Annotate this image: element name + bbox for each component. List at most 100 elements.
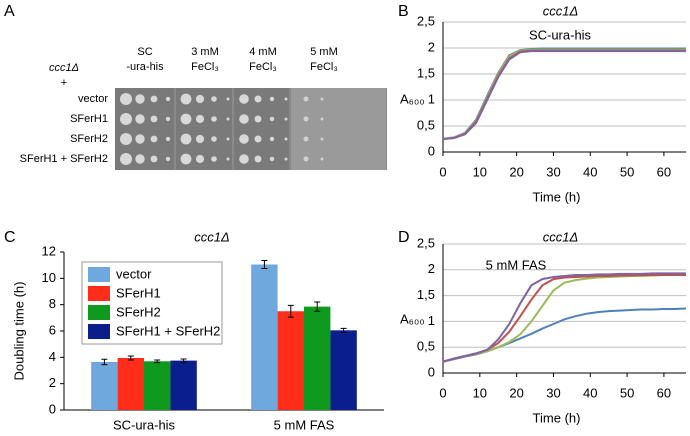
x-tick-label: 40 (583, 385, 597, 400)
yeast-spot (284, 137, 288, 141)
annotation: 5 mM FAS (486, 257, 547, 272)
x-tick-label: 10 (473, 385, 487, 400)
y-axis-label: Doubling time (h) (11, 282, 26, 381)
yeast-spot (269, 156, 275, 162)
yeast-spot (303, 96, 309, 102)
panel-label: B (398, 3, 409, 20)
yeast-spot (284, 157, 288, 161)
yeast-spot (180, 113, 192, 125)
yeast-spot (135, 94, 145, 104)
error-bar (314, 301, 321, 312)
y-tick-label: 0,5 (417, 339, 435, 354)
yeast-spot (226, 97, 230, 101)
yeast-spot (211, 116, 217, 122)
error-bar (261, 260, 268, 269)
yeast-spot (211, 136, 217, 142)
yeast-spot (269, 136, 275, 142)
y-tick-label: 6 (49, 322, 56, 337)
yeast-spot (239, 154, 249, 164)
x-tick-label: 20 (509, 385, 523, 400)
yeast-spot (195, 154, 205, 164)
yeast-spot (254, 95, 262, 103)
bar (330, 330, 357, 410)
yeast-spot (120, 93, 132, 105)
data-line (442, 47, 686, 140)
legend-label: SFerH1 + SFerH2 (116, 323, 220, 338)
y-tick-label: 12 (42, 243, 56, 258)
yeast-spot (284, 117, 288, 121)
yeast-spot (226, 117, 230, 121)
data-line (442, 50, 686, 140)
y-tick-label: 10 (42, 270, 56, 285)
chart-title: ccc1Δ (543, 3, 578, 18)
bar (170, 360, 197, 410)
yeast-spot (135, 154, 145, 164)
yeast-spot (211, 96, 217, 102)
error-bar (287, 304, 294, 318)
yeast-spot (320, 157, 324, 161)
y-tick-label: 2,5 (417, 235, 435, 250)
yeast-spot (320, 137, 324, 141)
plate-column-label: FeCl₃ (310, 61, 338, 73)
yeast-spot (195, 134, 205, 144)
yeast-spot (135, 114, 145, 124)
plate-column-label: 4 mM (249, 46, 277, 58)
x-tick-label: 10 (473, 164, 487, 179)
error-bar (180, 358, 187, 363)
y-tick-label: 2 (428, 261, 435, 276)
plate-row-label: SFerH2 (70, 133, 108, 145)
yeast-spot (165, 136, 171, 142)
data-line (442, 272, 686, 363)
x-tick-label: 20 (509, 164, 523, 179)
yeast-spot (226, 157, 230, 161)
yeast-spot (239, 134, 249, 144)
yeast-spot (135, 134, 145, 144)
legend-swatch (88, 267, 110, 282)
yeast-spot (195, 114, 205, 124)
x-tick-label: 30 (546, 385, 560, 400)
x-tick-label: 40 (583, 164, 597, 179)
yeast-spot (320, 97, 324, 101)
plate-column-label: 5 mM (310, 46, 338, 58)
yeast-spot (195, 94, 205, 104)
yeast-spot (180, 133, 192, 145)
x-tick-label: 0 (439, 164, 446, 179)
y-tick-label: 0 (49, 401, 56, 416)
yeast-spot (303, 156, 309, 162)
y-axis-label: A₆₀₀ (400, 91, 425, 106)
x-tick-label: 0 (439, 385, 446, 400)
yeast-spot (120, 133, 132, 145)
legend-swatch (88, 324, 110, 339)
bar (277, 311, 304, 410)
yeast-spot (165, 156, 171, 162)
y-tick-label: 4 (49, 349, 56, 364)
yeast-spot (303, 136, 309, 142)
yeast-spot (180, 93, 192, 105)
plate-row-label: vector (78, 93, 108, 105)
legend-swatch (88, 286, 110, 301)
error-bar (127, 355, 134, 361)
y-tick-label: 1,5 (417, 287, 435, 302)
yeast-spot (150, 95, 158, 103)
x-tick-label: 5 mM FAS (274, 417, 335, 432)
panel-label: D (398, 229, 410, 246)
x-axis-label: Time (h) (533, 189, 581, 204)
plate-row-label: SFerH1 (70, 113, 108, 125)
yeast-spot (284, 97, 288, 101)
yeast-spot (226, 137, 230, 141)
y-axis-label: A₆₀₀ (400, 311, 425, 326)
error-bar (101, 358, 108, 366)
y-tick-label: 1 (428, 91, 435, 106)
bar (251, 264, 278, 410)
x-tick-label: 50 (620, 164, 634, 179)
chart-title: ccc1Δ (194, 229, 229, 244)
x-axis-label: Time (h) (533, 410, 581, 425)
yeast-spot (320, 117, 324, 121)
bar (91, 361, 118, 410)
yeast-spot (150, 115, 158, 123)
legend-label: SFerH2 (116, 304, 161, 319)
y-tick-label: 2 (428, 39, 435, 54)
x-tick-label: 30 (546, 164, 560, 179)
yeast-spot (165, 96, 171, 102)
plate-column-label: 3 mM (191, 46, 219, 58)
